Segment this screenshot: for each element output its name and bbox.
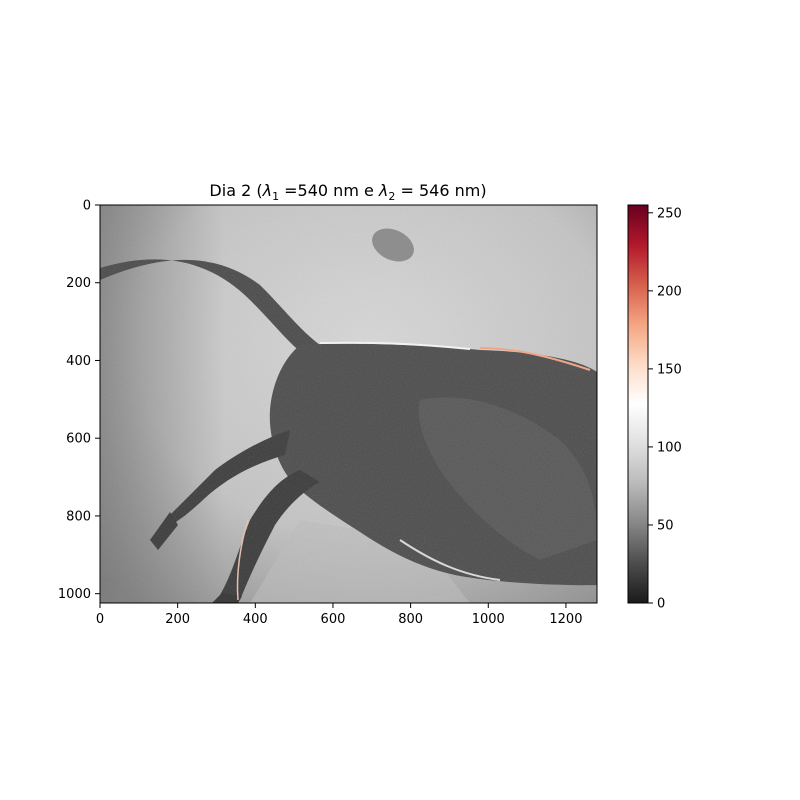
mouse-image bbox=[100, 205, 597, 603]
colorbar-axis: 0 50 100 150 200 250 bbox=[648, 206, 682, 612]
x-tick-label: 200 bbox=[165, 612, 190, 627]
x-tick-label: 1200 bbox=[549, 612, 582, 627]
x-tick-label: 1000 bbox=[472, 612, 505, 627]
colorbar bbox=[627, 204, 649, 604]
y-tick-label: 0 bbox=[83, 199, 91, 214]
y-tick-label: 800 bbox=[66, 509, 91, 524]
colorbar-tick-label: 250 bbox=[657, 206, 682, 221]
colorbar-tick-label: 200 bbox=[657, 284, 682, 299]
colorbar-tick-label: 0 bbox=[657, 597, 665, 612]
x-tick-label: 400 bbox=[243, 612, 268, 627]
plot-frame bbox=[99, 204, 598, 604]
y-tick-label: 1000 bbox=[58, 587, 91, 602]
y-tick-label: 400 bbox=[66, 354, 91, 369]
colorbar-tick-label: 50 bbox=[657, 518, 674, 533]
colorbar-tick-label: 100 bbox=[657, 440, 682, 455]
colorbar-tick-label: 150 bbox=[657, 362, 682, 377]
y-axis: 0 200 400 600 800 1000 bbox=[58, 199, 100, 602]
x-tick-label: 600 bbox=[321, 612, 346, 627]
y-tick-label: 200 bbox=[66, 276, 91, 291]
x-tick-label: 0 bbox=[96, 612, 104, 627]
y-tick-label: 600 bbox=[66, 432, 91, 447]
x-axis: 0 200 400 600 800 1000 1200 bbox=[96, 603, 582, 627]
chart-title: Dia 2 (λ1 =540 nm e λ2 = 546 nm) bbox=[209, 181, 486, 203]
x-tick-label: 800 bbox=[398, 612, 423, 627]
